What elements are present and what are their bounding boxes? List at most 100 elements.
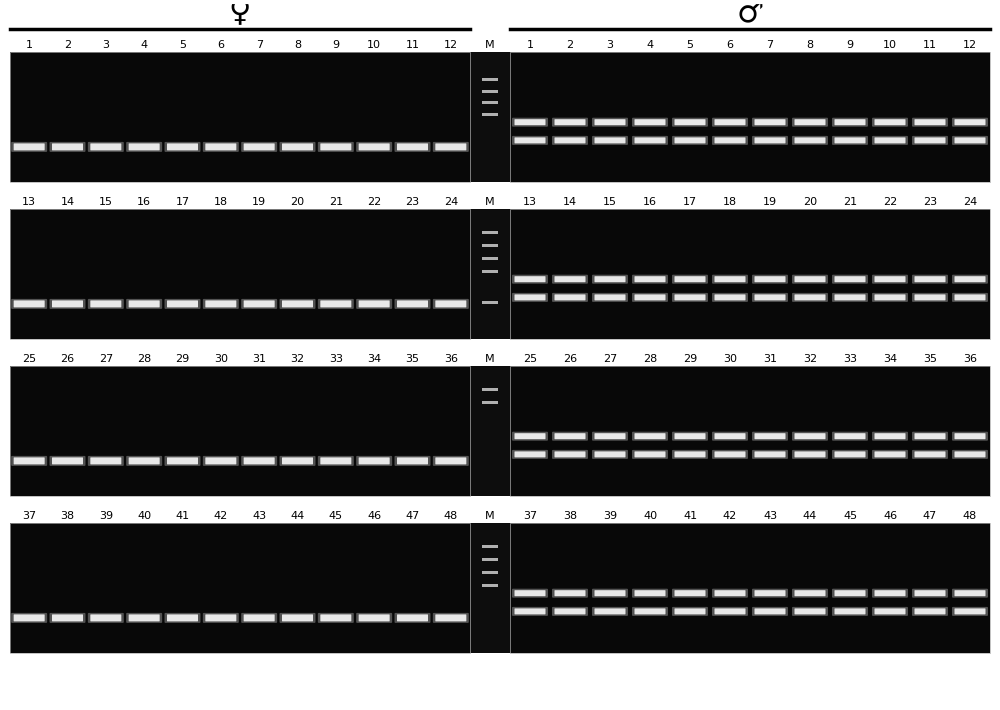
FancyBboxPatch shape [50,456,86,466]
FancyBboxPatch shape [672,293,708,302]
Text: 38: 38 [60,511,75,521]
Bar [482,270,498,273]
FancyBboxPatch shape [129,143,160,151]
Text: 43: 43 [763,511,777,521]
Bar [482,102,498,104]
Bar [510,52,990,182]
FancyBboxPatch shape [874,276,906,282]
FancyBboxPatch shape [954,119,986,125]
FancyBboxPatch shape [90,614,121,621]
FancyBboxPatch shape [433,142,469,152]
FancyBboxPatch shape [11,299,47,309]
Text: 20: 20 [803,197,817,207]
Text: 39: 39 [603,511,617,521]
FancyBboxPatch shape [318,142,354,152]
Bar [482,78,498,81]
FancyBboxPatch shape [320,614,351,621]
FancyBboxPatch shape [554,295,586,300]
FancyBboxPatch shape [554,608,586,614]
FancyBboxPatch shape [712,136,748,145]
Text: 6: 6 [726,40,734,50]
Text: 22: 22 [883,197,897,207]
FancyBboxPatch shape [244,300,275,307]
Bar [482,388,498,391]
Text: 48: 48 [444,511,458,521]
Bar [482,401,498,404]
Text: 35: 35 [406,354,420,364]
FancyBboxPatch shape [712,432,748,441]
Text: M: M [485,40,495,50]
FancyBboxPatch shape [952,118,988,126]
Text: 41: 41 [175,511,190,521]
Text: 36: 36 [444,354,458,364]
Text: 42: 42 [214,511,228,521]
FancyBboxPatch shape [752,275,788,284]
Text: 34: 34 [883,354,897,364]
FancyBboxPatch shape [88,142,124,152]
FancyBboxPatch shape [164,613,200,623]
FancyBboxPatch shape [914,119,946,125]
Text: 19: 19 [763,197,777,207]
FancyBboxPatch shape [11,613,47,623]
FancyBboxPatch shape [672,275,708,284]
FancyBboxPatch shape [755,433,786,439]
FancyBboxPatch shape [514,590,546,596]
Text: 35: 35 [923,354,937,364]
Bar [470,366,510,496]
FancyBboxPatch shape [914,138,946,143]
Bar [10,523,470,653]
Bar [470,209,510,339]
Text: 10: 10 [367,40,381,50]
Text: 21: 21 [329,197,343,207]
FancyBboxPatch shape [952,607,988,616]
FancyBboxPatch shape [752,136,788,145]
FancyBboxPatch shape [914,608,946,614]
FancyBboxPatch shape [755,452,786,457]
FancyBboxPatch shape [792,118,828,126]
FancyBboxPatch shape [394,142,430,152]
FancyBboxPatch shape [50,142,86,152]
Text: 28: 28 [643,354,657,364]
Bar [10,52,470,182]
FancyBboxPatch shape [712,275,748,284]
FancyBboxPatch shape [834,119,866,125]
FancyBboxPatch shape [320,300,351,307]
Bar [10,366,470,496]
FancyBboxPatch shape [205,614,236,621]
FancyBboxPatch shape [832,450,868,459]
Bar [510,523,990,653]
FancyBboxPatch shape [280,613,316,623]
FancyBboxPatch shape [394,613,430,623]
FancyBboxPatch shape [164,299,200,309]
FancyBboxPatch shape [552,589,588,598]
FancyBboxPatch shape [672,589,708,598]
FancyBboxPatch shape [203,299,239,309]
Text: 48: 48 [963,511,977,521]
Text: 3: 3 [606,40,614,50]
Text: 34: 34 [367,354,381,364]
Text: 14: 14 [60,197,75,207]
FancyBboxPatch shape [674,276,706,282]
FancyBboxPatch shape [90,457,121,464]
Text: 27: 27 [99,354,113,364]
FancyBboxPatch shape [205,143,236,151]
Text: 37: 37 [22,511,36,521]
FancyBboxPatch shape [126,613,162,623]
FancyBboxPatch shape [554,452,586,457]
Text: M: M [485,354,495,364]
FancyBboxPatch shape [129,614,160,621]
FancyBboxPatch shape [712,450,748,459]
Bar [10,523,470,653]
FancyBboxPatch shape [280,456,316,466]
FancyBboxPatch shape [752,432,788,441]
FancyBboxPatch shape [912,136,948,145]
FancyBboxPatch shape [912,275,948,284]
FancyBboxPatch shape [552,607,588,616]
Text: 25: 25 [523,354,537,364]
FancyBboxPatch shape [359,457,390,464]
FancyBboxPatch shape [792,432,828,441]
FancyBboxPatch shape [433,456,469,466]
Text: 3: 3 [102,40,109,50]
FancyBboxPatch shape [512,136,548,145]
Text: 2: 2 [64,40,71,50]
